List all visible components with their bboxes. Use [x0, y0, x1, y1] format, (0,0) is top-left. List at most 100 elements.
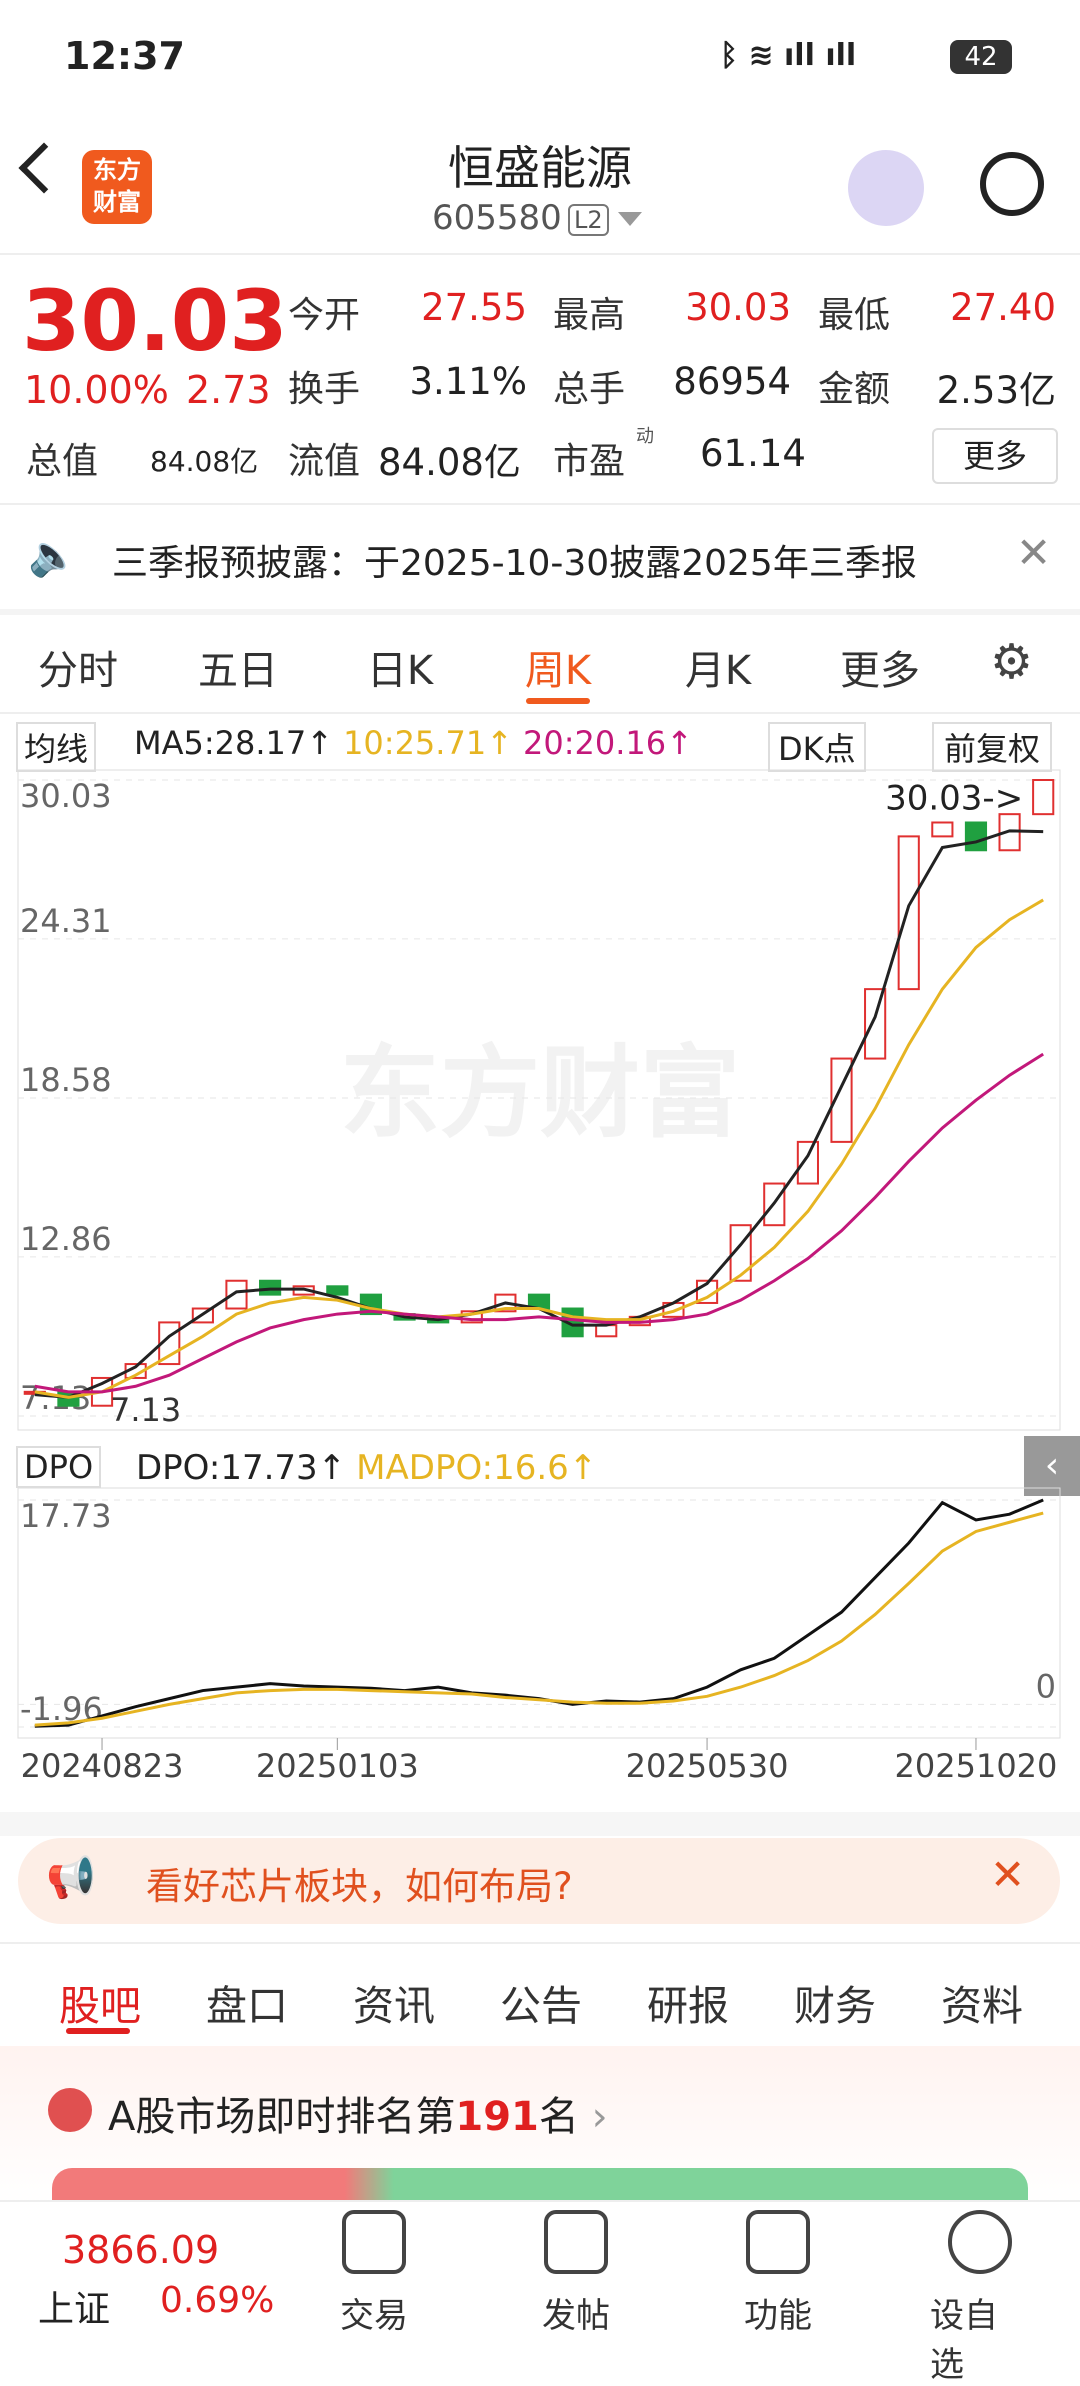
- legend-value: 16.6: [493, 1448, 569, 1488]
- banner-close[interactable]: ✕: [990, 1850, 1026, 1899]
- watermark: 东方财富: [340, 1034, 740, 1151]
- notice-text[interactable]: 三季报预披露：于2025-10-30披露2025年三季报: [112, 543, 917, 584]
- field-label: 金额: [818, 369, 891, 410]
- stock-name: 恒盛能源: [448, 141, 632, 195]
- field-value: 2.53亿: [936, 369, 1056, 412]
- legend-value: 25.71: [394, 724, 487, 762]
- stock-code: 605580: [432, 198, 562, 238]
- nav-label[interactable]: 发帖: [542, 2296, 610, 2336]
- chart-tab[interactable]: 更多: [840, 648, 920, 694]
- candle: [830, 1057, 853, 1143]
- ranking-text[interactable]: A股市场即时排名第191名 ›: [108, 2094, 608, 2140]
- collapse-button[interactable]: ‹: [1024, 1436, 1080, 1496]
- y-tick-label: 0: [1036, 1667, 1056, 1705]
- nav-icon[interactable]: [746, 2210, 810, 2274]
- assistant-avatar[interactable]: [848, 150, 924, 226]
- field-value: 27.40: [950, 286, 1056, 329]
- logo-text: 东方: [93, 156, 141, 184]
- y-tick-label: 18.58: [20, 1061, 112, 1099]
- indicator-selector[interactable]: DPO: [16, 1446, 102, 1488]
- series-line: [34, 1498, 1044, 1728]
- y-tick-label: 17.73: [20, 1497, 112, 1535]
- index-value[interactable]: 3866.09: [62, 2228, 220, 2272]
- ranking-prefix: A股市场即时排名第: [108, 2094, 456, 2140]
- candle: [595, 1324, 618, 1338]
- legend-item: 10:25.71↑: [343, 724, 513, 762]
- more-button[interactable]: 更多: [932, 428, 1058, 484]
- nav-icon[interactable]: [544, 2210, 608, 2274]
- chart-tab[interactable]: 五日: [198, 648, 278, 694]
- adjust-button[interactable]: 前复权: [932, 722, 1053, 772]
- divider: [0, 712, 1080, 714]
- plot-frame: [17, 1487, 1061, 1739]
- field-value: 86954: [673, 360, 791, 403]
- section-tab[interactable]: 财务: [794, 1982, 876, 2030]
- chart-tab[interactable]: 周K: [524, 648, 592, 694]
- dpo-legend: DPO:17.73↑ MADPO:16.6↑: [136, 1448, 607, 1488]
- index-pct[interactable]: 0.69%: [160, 2280, 275, 2321]
- x-tick-label: 20240823: [21, 1747, 184, 1785]
- close-notice[interactable]: ✕: [1016, 528, 1052, 577]
- divider: [0, 1812, 1080, 1836]
- banner[interactable]: [18, 1838, 1060, 1924]
- legend-name: 20: [522, 724, 564, 762]
- index-name[interactable]: 上证: [38, 2289, 111, 2330]
- candle: [1032, 779, 1055, 816]
- nav-label[interactable]: 功能: [744, 2296, 812, 2336]
- nav-icon[interactable]: [342, 2210, 406, 2274]
- chart-tab[interactable]: 分时: [38, 648, 118, 694]
- chart-tab[interactable]: 月K: [684, 648, 752, 694]
- plot-frame: [17, 769, 1061, 1431]
- ma-selector[interactable]: 均线: [16, 722, 97, 772]
- field-label: 总手: [553, 369, 626, 410]
- field-value: 3.11%: [409, 360, 527, 403]
- ranking-rank: 191: [455, 2094, 539, 2140]
- field-label: 最低: [818, 295, 891, 336]
- chart: 东方财富 30.03 24.31 18.58 12.86 7.13 20240823 2025…: [17, 769, 1061, 1785]
- y-tick-label: 30.03: [20, 777, 112, 815]
- field-value: 84.08亿: [378, 441, 521, 484]
- divider: [0, 503, 1080, 505]
- price: 30.03: [22, 272, 288, 370]
- low-label: 7.13: [110, 1391, 181, 1429]
- section-tab[interactable]: 研报: [647, 1982, 729, 2030]
- legend-name: 10: [343, 724, 384, 762]
- nav-label[interactable]: 设自选: [930, 2296, 998, 2385]
- legend-item: MADPO:16.6↑: [356, 1448, 598, 1488]
- nav-icon[interactable]: [948, 2210, 1012, 2274]
- nav-label[interactable]: 交易: [340, 2296, 408, 2336]
- level-badge[interactable]: L2: [568, 204, 609, 236]
- chart-tab[interactable]: 日K: [366, 648, 434, 694]
- field-label: 总值: [26, 441, 99, 482]
- tab-indicator: [66, 2028, 130, 2034]
- ma-legend: MA5:28.17↑ 10:25.71↑ 20:20.16↑: [134, 724, 703, 762]
- legend-item: MA5:28.17↑: [134, 724, 334, 762]
- section-tab[interactable]: 股吧: [59, 1982, 141, 2030]
- y-tick-label: -1.96: [20, 1690, 103, 1728]
- app-logo: 东方 财富: [82, 150, 152, 224]
- field-label: 流值: [288, 441, 361, 482]
- y-tick-label: 7.13: [20, 1379, 91, 1417]
- ranking-suffix: 名: [538, 2094, 579, 2140]
- signal-icons: ᛒ ≋ ıll ıll: [720, 38, 857, 73]
- banner-text[interactable]: 看好芯片板块，如何布局?: [146, 1865, 573, 1908]
- tab-indicator: [526, 698, 590, 704]
- section-tab[interactable]: 资料: [941, 1982, 1023, 2030]
- candle: [225, 1279, 248, 1310]
- candle: [931, 821, 954, 838]
- section-tab[interactable]: 资讯: [353, 1982, 435, 2030]
- x-tick-label: 20250530: [626, 1747, 789, 1785]
- candle: [897, 835, 920, 991]
- settings[interactable]: ⚙: [990, 634, 1034, 690]
- legend-value: 17.73: [220, 1448, 318, 1488]
- search-button[interactable]: [980, 152, 1044, 216]
- section-tab[interactable]: 公告: [500, 1982, 582, 2030]
- field-value: 27.55: [421, 286, 527, 329]
- field-label: 今开: [288, 295, 361, 336]
- legend-name: MA5: [134, 724, 204, 762]
- section-tab[interactable]: 盘口: [206, 1982, 288, 2030]
- battery: 42: [950, 40, 1012, 74]
- dk-button[interactable]: DK点: [768, 722, 866, 772]
- dropdown-caret[interactable]: [618, 212, 642, 238]
